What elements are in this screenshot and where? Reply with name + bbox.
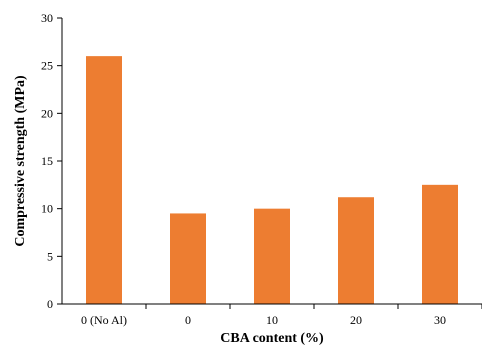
x-tick-label: 20 [350, 313, 362, 327]
bar [254, 208, 290, 304]
y-tick-label: 20 [41, 106, 53, 120]
x-tick-label: 30 [434, 313, 446, 327]
y-tick-label: 30 [41, 11, 53, 25]
bar [338, 197, 374, 304]
x-axis-title: CBA content (%) [220, 331, 324, 346]
bars-group [86, 56, 458, 305]
y-tick-label: 5 [47, 249, 53, 263]
y-axis-ticks: 0 5 10 15 20 25 30 [41, 11, 62, 311]
y-axis-title: Compressive strength (MPa) [13, 75, 28, 247]
x-tick-label: 0 [185, 313, 191, 327]
y-tick-label: 25 [41, 59, 53, 73]
bar [422, 184, 458, 304]
x-axis-ticks: 0 (No Al) 0 10 20 30 [81, 304, 482, 327]
x-tick-label: 10 [266, 313, 278, 327]
bar [86, 56, 122, 305]
y-tick-label: 10 [41, 202, 53, 216]
bar [170, 213, 206, 304]
x-tick-label: 0 (No Al) [81, 313, 127, 327]
y-tick-label: 15 [41, 154, 53, 168]
y-tick-label: 0 [47, 297, 53, 311]
